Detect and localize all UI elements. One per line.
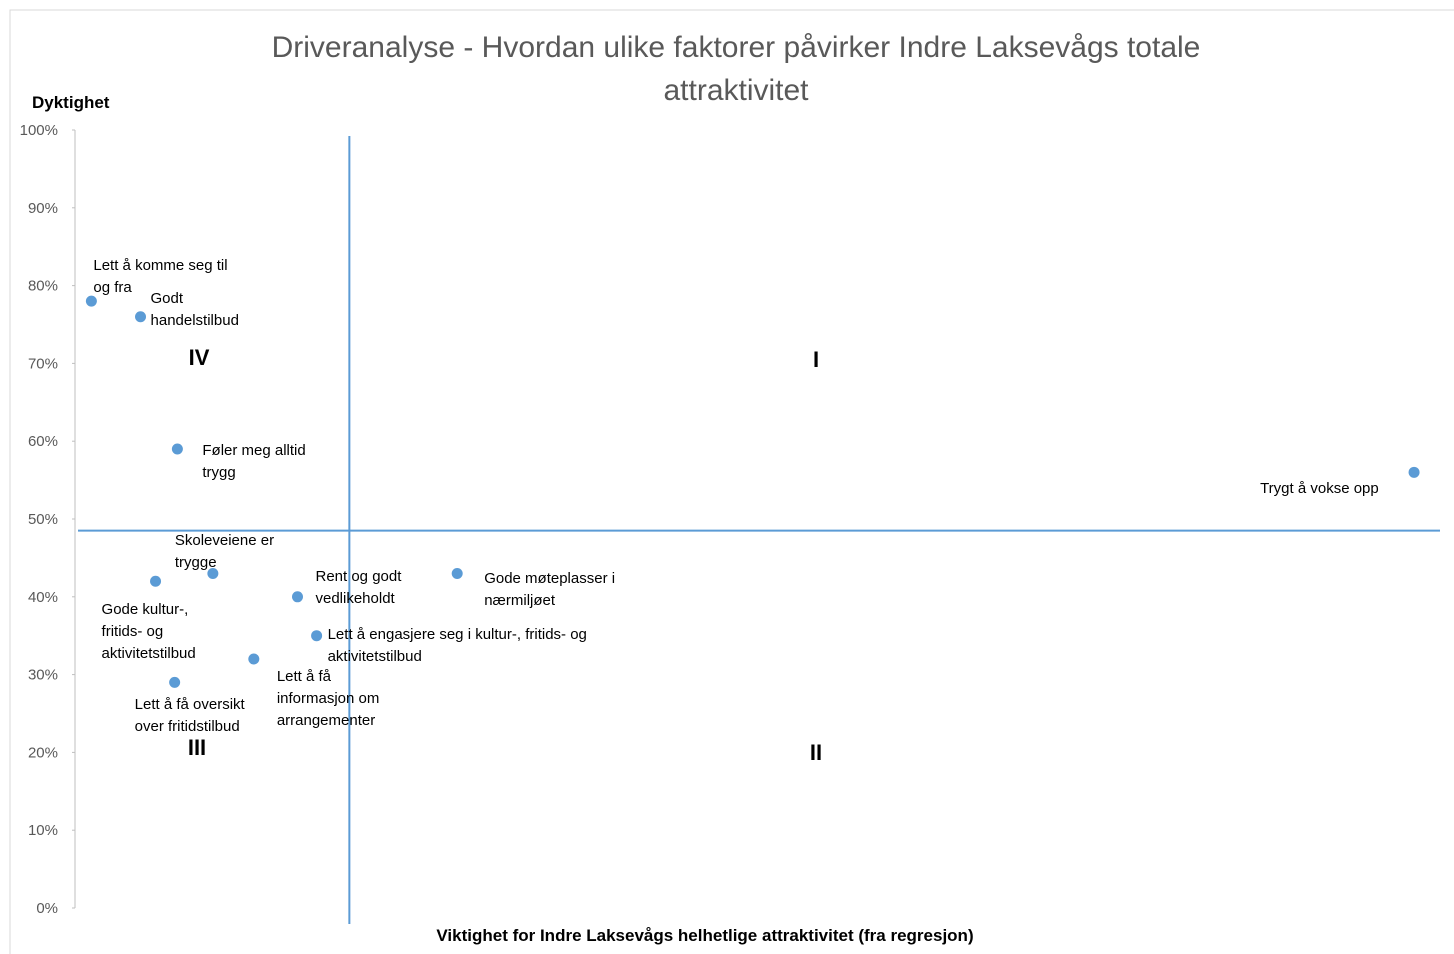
- point-label: Føler meg alltid trygg: [202, 441, 306, 481]
- quadrant-label: I: [813, 347, 819, 372]
- y-tick-label: 20%: [28, 744, 58, 761]
- y-tick-label: 100%: [20, 122, 58, 139]
- y-tick-label: 80%: [28, 278, 58, 295]
- y-tick-label: 50%: [28, 511, 58, 528]
- quadrant-label: III: [188, 735, 206, 760]
- point-label: Lett å få oversikt over fritidstilbud: [134, 696, 245, 736]
- data-point: [85, 295, 97, 307]
- point-label: Godt handelstilbud: [150, 289, 239, 329]
- data-point: [150, 575, 162, 587]
- x-axis-label: Viktighet for Indre Laksevågs helhetlige…: [436, 926, 974, 945]
- chart-title: Driveranalyse - Hvordan ulike faktorer p…: [271, 31, 1201, 107]
- point-label: Gode kultur-, fritids- og aktivitetstilb…: [101, 601, 196, 663]
- data-point: [311, 630, 323, 642]
- y-tick-label: 10%: [28, 822, 58, 839]
- data-point: [451, 567, 463, 579]
- quadrant-label: IV: [189, 345, 210, 370]
- data-point: [135, 311, 147, 323]
- y-axis-label: Dyktighet: [32, 93, 110, 112]
- point-label: Rent og godt vedlikeholdt: [315, 567, 402, 607]
- y-tick-label: 40%: [28, 589, 58, 606]
- point-label: Gode møteplasser i nærmiljøet: [484, 570, 616, 610]
- point-label: Lett å engasjere seg i kultur-, fritids-…: [327, 625, 587, 665]
- data-point: [171, 443, 183, 455]
- y-tick-label: 0%: [36, 900, 58, 917]
- point-label: Trygt å vokse opp: [1260, 480, 1379, 498]
- quadrant-label: II: [810, 740, 822, 765]
- data-point: [1408, 466, 1420, 478]
- y-tick-label: 90%: [28, 200, 58, 217]
- data-point: [207, 567, 219, 579]
- y-tick-label: 30%: [28, 667, 58, 684]
- y-tick-label: 60%: [28, 433, 58, 450]
- point-label: Lett å komme seg til og fra: [93, 257, 228, 297]
- y-tick-label: 70%: [28, 355, 58, 372]
- chart-border: [9, 9, 1454, 954]
- data-point: [248, 653, 260, 665]
- point-label: Skoleveiene er trygge: [174, 532, 275, 572]
- point-label: Lett å få informasjon om arrangementer: [276, 668, 380, 730]
- data-point: [169, 676, 181, 688]
- data-point: [291, 591, 303, 603]
